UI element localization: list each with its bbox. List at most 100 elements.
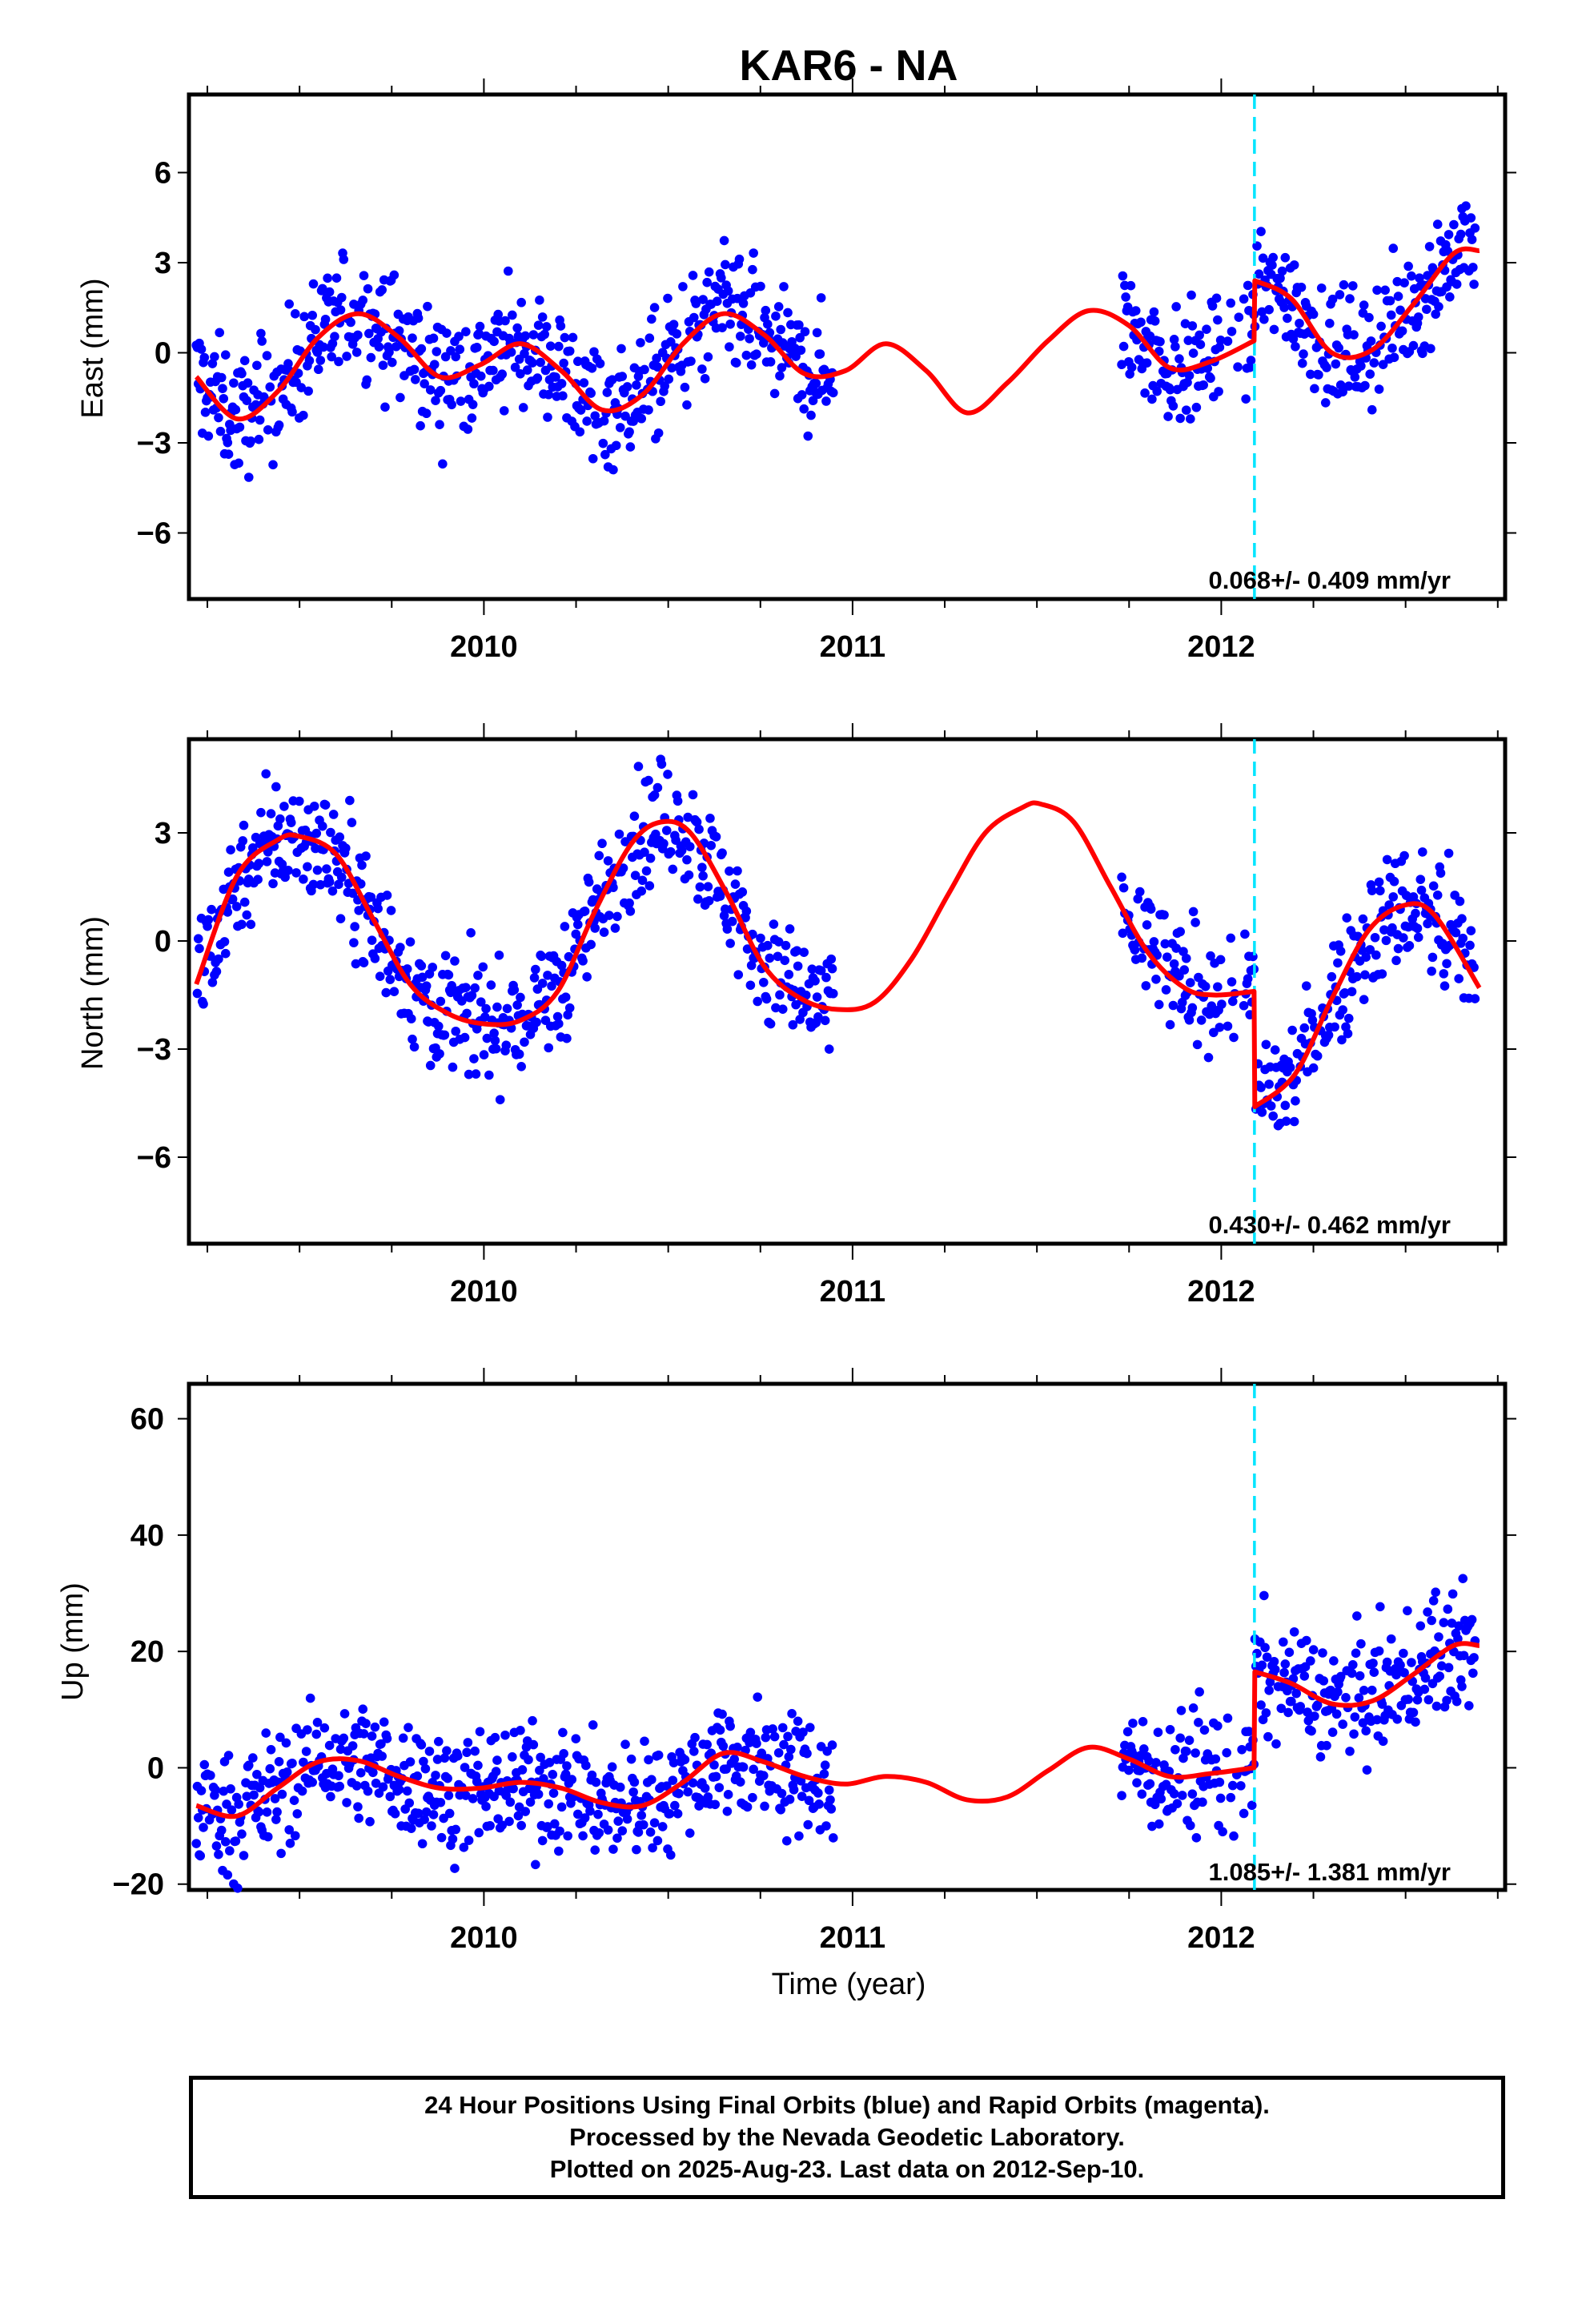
up-data-point <box>1419 1684 1430 1695</box>
east-data-point <box>1392 276 1403 287</box>
east-data-point <box>366 352 376 363</box>
east-data-point <box>719 235 729 246</box>
east-data-point <box>506 347 516 357</box>
up-data-point <box>361 1719 371 1728</box>
north-data-point <box>599 927 609 937</box>
east-data-point <box>796 345 806 356</box>
north-data-point <box>544 1043 554 1053</box>
up-data-point <box>1361 1726 1371 1736</box>
north-data-point <box>692 817 702 827</box>
up-data-point <box>516 1725 525 1735</box>
north-data-point <box>1377 969 1387 979</box>
east-data-point <box>644 405 653 415</box>
north-data-point <box>612 911 622 922</box>
north-data-point <box>529 973 540 983</box>
up-data-point <box>657 1822 668 1831</box>
east-data-point <box>1199 380 1208 390</box>
up-data-point <box>531 1860 540 1870</box>
north-data-point <box>326 827 335 838</box>
east-data-point <box>203 431 214 441</box>
east-data-point <box>636 413 647 424</box>
up-data-point <box>758 1771 769 1781</box>
north-data-point <box>1391 955 1401 966</box>
up-data-point <box>272 1807 282 1817</box>
north-data-point <box>1343 1013 1354 1023</box>
east-data-point <box>697 364 707 374</box>
north-data-point <box>1188 907 1199 917</box>
up-data-point <box>276 1848 286 1859</box>
east-data-point <box>1142 358 1152 368</box>
north-data-point <box>1337 1035 1347 1045</box>
east-data-point <box>474 328 484 339</box>
up-data-point <box>367 1731 377 1741</box>
up-data-point <box>1310 1711 1319 1721</box>
up-data-point <box>485 1820 495 1831</box>
north-data-point <box>214 954 223 964</box>
east-data-point <box>1195 330 1204 340</box>
east-data-point <box>353 330 363 340</box>
north-data-point <box>785 924 795 934</box>
east-data-point <box>421 408 432 419</box>
east-data-point <box>239 356 250 366</box>
up-data-point <box>1464 1701 1474 1711</box>
east-data-point <box>296 383 307 392</box>
up-data-point <box>277 1789 287 1799</box>
up-data-point <box>339 1709 350 1719</box>
east-data-point <box>215 328 225 338</box>
north-data-point <box>460 1032 470 1043</box>
up-data-point <box>299 1757 308 1767</box>
north-data-point <box>1339 987 1350 998</box>
up-data-point <box>1307 1726 1316 1736</box>
north-data-point <box>536 951 547 961</box>
east-data-point <box>438 459 448 469</box>
up-data-point <box>1257 1660 1267 1671</box>
up-data-point <box>1459 1651 1469 1661</box>
east-data-point <box>1191 402 1202 412</box>
north-data-point <box>1154 999 1164 1010</box>
north-data-point <box>725 866 734 876</box>
east-data-point <box>1130 306 1141 316</box>
north-data-point <box>440 1030 450 1040</box>
up-data-point <box>1443 1663 1454 1673</box>
north-y-tick-label: 3 <box>155 817 171 850</box>
north-data-point <box>1171 943 1181 953</box>
up-data-point <box>436 1832 447 1843</box>
east-data-point <box>794 320 804 330</box>
north-data-point <box>227 894 238 904</box>
east-data-point <box>454 332 464 341</box>
east-data-point <box>1211 293 1222 304</box>
up-x-tick-label: 2012 <box>1187 1921 1255 1955</box>
east-data-point <box>349 300 359 309</box>
north-data-point <box>1159 910 1169 920</box>
east-data-point <box>436 385 446 396</box>
north-data-point <box>254 858 264 869</box>
up-data-point <box>450 1864 460 1873</box>
east-data-point <box>1295 318 1304 328</box>
east-data-point <box>624 427 634 437</box>
east-data-point <box>775 371 785 381</box>
east-data-point <box>598 438 608 448</box>
east-data-point <box>1408 340 1419 351</box>
north-data-point <box>594 850 604 861</box>
north-data-point <box>211 967 222 976</box>
up-data-point <box>578 1831 588 1841</box>
east-data-point <box>1320 398 1331 408</box>
east-data-point <box>1183 336 1194 345</box>
up-data-point <box>1367 1685 1377 1695</box>
north-data-point <box>828 988 838 999</box>
north-y-tick-label: −3 <box>137 1033 171 1067</box>
up-data-point <box>1453 1634 1463 1644</box>
east-data-point <box>237 368 247 379</box>
up-data-point <box>1378 1736 1388 1747</box>
north-data-point <box>780 955 790 966</box>
up-data-point <box>1291 1688 1301 1699</box>
north-data-point <box>1287 1025 1297 1035</box>
up-data-point <box>289 1795 299 1805</box>
up-data-point <box>702 1739 712 1750</box>
east-data-point <box>1181 405 1191 415</box>
up-y-tick-label: 40 <box>130 1519 164 1553</box>
north-data-point <box>1384 900 1394 910</box>
east-plot-frame <box>187 92 1508 601</box>
up-data-point <box>413 1808 424 1819</box>
east-data-point <box>702 277 712 287</box>
